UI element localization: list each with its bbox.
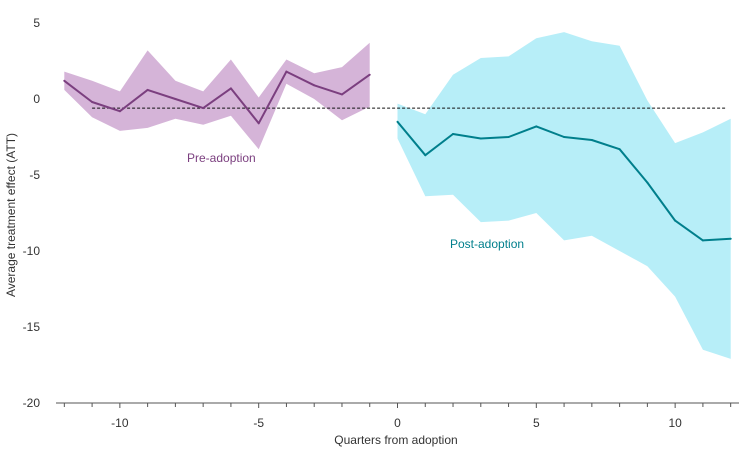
data-point-1-4 <box>507 136 510 138</box>
data-point-1-8 <box>618 148 621 151</box>
y-axis-ticks: 5 0 -5 -10 -15 -20 <box>23 16 41 410</box>
data-point-1-11 <box>701 239 704 242</box>
data-point-0-2 <box>118 110 121 113</box>
data-point-1-12 <box>729 237 732 240</box>
data-point-0-1 <box>91 101 94 103</box>
data-point-1-0 <box>396 120 399 123</box>
series-label-post-adoption: Post-adoption <box>450 237 524 251</box>
series-lines <box>63 70 732 242</box>
x-tick-label: 5 <box>533 416 540 430</box>
series-label-pre-adoption: Pre-adoption <box>187 151 256 165</box>
data-point-0-5 <box>202 107 205 110</box>
data-point-1-2 <box>452 133 454 135</box>
confidence-band-0 <box>64 42 370 150</box>
y-tick-label: -5 <box>29 168 40 182</box>
data-point-0-7 <box>257 122 260 125</box>
y-tick-label: -20 <box>23 396 41 410</box>
data-point-0-0 <box>63 79 66 82</box>
data-point-1-7 <box>590 139 593 141</box>
data-point-1-6 <box>563 136 566 138</box>
data-point-0-11 <box>368 73 371 76</box>
data-point-1-9 <box>646 181 649 184</box>
x-axis-ticks: -10 -5 0 5 10 <box>63 403 732 430</box>
data-point-0-4 <box>174 98 177 100</box>
data-point-0-10 <box>341 93 343 96</box>
x-axis-title: Quarters from adoption <box>334 433 457 447</box>
y-tick-label: 0 <box>33 92 40 106</box>
data-point-0-6 <box>229 87 232 90</box>
series-line-0 <box>63 70 371 125</box>
data-point-0-8 <box>285 70 288 73</box>
data-point-0-9 <box>313 84 316 87</box>
data-point-1-1 <box>424 154 427 157</box>
confidence-band-1 <box>397 32 731 359</box>
y-tick-label: -15 <box>23 320 41 334</box>
x-tick-label: -5 <box>253 416 264 430</box>
data-point-1-10 <box>674 219 677 222</box>
confidence-bands <box>64 32 731 359</box>
y-tick-label: -10 <box>23 244 41 258</box>
y-tick-label: 5 <box>33 16 40 30</box>
data-point-1-3 <box>479 137 482 140</box>
series-labels: Pre-adoption Post-adoption <box>187 151 524 251</box>
x-tick-label: 0 <box>394 416 401 430</box>
y-axis-title: Average treatment effect (ATT) <box>4 133 18 297</box>
x-tick-label: -10 <box>111 416 129 430</box>
x-tick-label: 10 <box>668 416 682 430</box>
data-point-0-3 <box>146 88 149 91</box>
data-point-1-5 <box>535 125 538 128</box>
